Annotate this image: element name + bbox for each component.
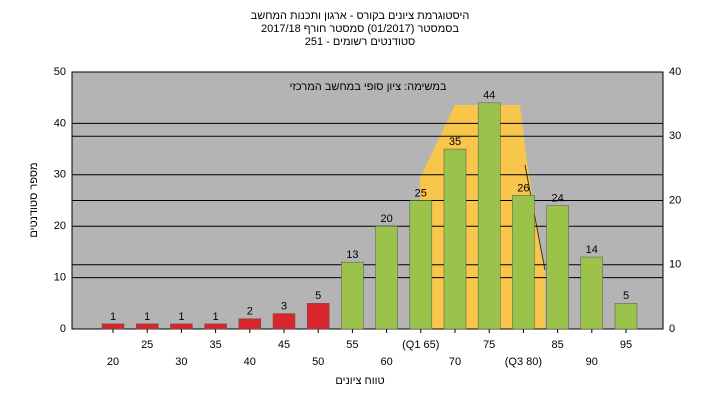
y2-tick-label: 0 [669,323,675,335]
x-tick-label: 20 [107,356,119,368]
bar [101,323,125,330]
x-tick-label: (Q3 80) [505,356,542,368]
y-tick-label: 0 [60,323,66,335]
bar [341,261,364,330]
y2-tick-label: 40 [669,66,681,78]
chart-subtitle: בסמסטר (01/2017) סמסטר חורף 2017/18 [261,23,459,35]
value-label: 1 [178,311,184,323]
bar [580,256,604,330]
x-tick-label: 45 [278,339,290,351]
bar [443,148,467,330]
annotation: במשימה: ציון סופי במחשב המרכזי [290,81,447,93]
value-label: 14 [586,244,598,256]
bar [409,200,433,330]
value-label: 1 [213,311,219,323]
bar [306,303,330,330]
x-tick-label: 55 [346,339,358,351]
value-label: 5 [315,290,321,302]
x-tick-label: 40 [244,356,256,368]
bar [170,323,193,330]
x-tick-label: 95 [620,339,632,351]
chart-subtitle: סטודנטים רשומים - 251 [305,36,416,48]
x-tick-label: 60 [380,356,392,368]
y2-tick-label: 10 [669,259,681,271]
bar [272,313,296,330]
bar [546,205,569,330]
x-tick-label: (Q1 65) [402,339,439,351]
x-tick-label: 70 [449,356,461,368]
x-tick-label: 35 [209,339,221,351]
y-tick-label: 30 [54,169,66,181]
bar [238,318,262,330]
bar [512,195,535,330]
y2-tick-label: 30 [669,130,681,142]
bar [375,225,398,330]
x-tick-label: 75 [483,339,495,351]
value-label: 1 [110,311,116,323]
bar [614,303,638,330]
chart-title: היסטוגרמת ציונים בקורס - ארגון ותכנות המ… [251,10,470,22]
x-tick-label: 30 [175,356,187,368]
x-tick-label: 90 [586,356,598,368]
value-label: 1 [144,311,150,323]
value-label: 25 [415,187,427,199]
value-label: 35 [449,136,461,148]
value-label: 44 [483,90,495,102]
value-label: 2 [247,306,253,318]
value-label: 20 [380,213,392,225]
value-label: 13 [346,249,358,261]
y-tick-label: 20 [54,220,66,232]
value-label: 26 [517,182,529,194]
x-tick-label: 85 [551,339,563,351]
bar [477,102,501,330]
value-label: 24 [551,193,563,205]
y2-tick-label: 20 [669,194,681,206]
y-tick-label: 10 [54,272,66,284]
y-tick-label: 50 [54,66,66,78]
y-axis-label: מספר סטודנטים [28,162,40,237]
y-tick-label: 40 [54,117,66,129]
x-tick-label: 25 [141,339,153,351]
value-label: 3 [281,300,287,312]
x-axis-label: טווח ציונים [335,375,384,387]
decoration-line [524,164,546,271]
value-label: 5 [623,290,629,302]
bar [135,323,159,330]
plot-border [71,71,664,330]
bar [204,323,227,330]
x-tick-label: 50 [312,356,324,368]
